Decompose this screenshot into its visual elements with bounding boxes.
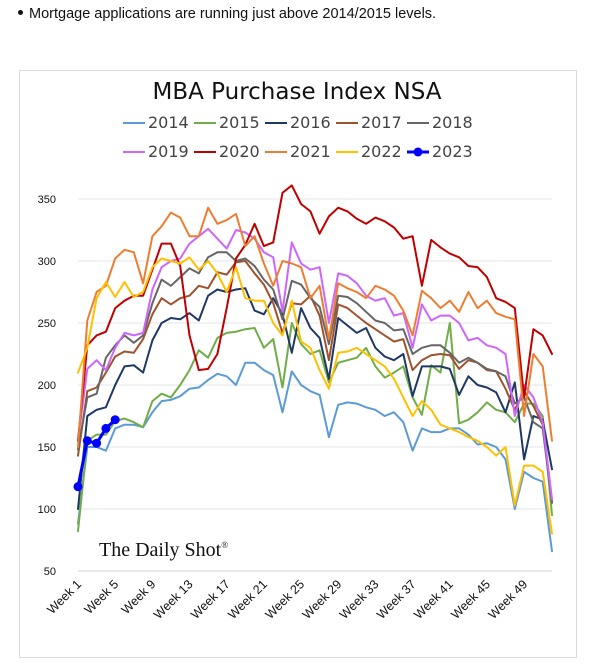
y-tick-label: 250 xyxy=(38,318,56,330)
x-tick-label: Week 13 xyxy=(151,577,196,622)
y-tick-label: 150 xyxy=(38,442,56,454)
legend-label-2015: 2015 xyxy=(219,113,260,132)
data-point-2023 xyxy=(101,423,111,433)
svg-text:The Daily Shot®: The Daily Shot® xyxy=(99,539,228,561)
legend-label-2016: 2016 xyxy=(290,113,331,132)
y-tick-label: 350 xyxy=(38,194,56,206)
note-text: Mortgage applications are running just a… xyxy=(29,6,437,22)
series-line-2019 xyxy=(77,227,553,501)
y-axis: 50 100 150 200 250 300 350 xyxy=(38,194,56,578)
legend: 2014 2015 2016 2017 2018 2019 2020 2021 2022 2023 xyxy=(123,113,473,161)
y-tick-label: 50 xyxy=(44,566,56,578)
x-tick-label: Week 17 xyxy=(188,577,233,622)
legend-label-2018: 2018 xyxy=(432,113,473,132)
legend-label-2014: 2014 xyxy=(148,113,189,132)
data-point-2023 xyxy=(110,415,120,425)
chart-frame: MBA Purchase Index NSA 2014 2015 2016 2017 2… xyxy=(19,70,577,658)
legend-label-2017: 2017 xyxy=(361,113,402,132)
legend-label-2019: 2019 xyxy=(148,142,189,161)
legend-label-2020: 2020 xyxy=(219,142,260,161)
y-tick-label: 200 xyxy=(38,380,56,392)
watermark: The Daily Shot® xyxy=(99,539,228,561)
series-line-2020 xyxy=(77,184,553,442)
watermark-text: The Daily Shot xyxy=(99,539,222,561)
x-tick-label: Week 41 xyxy=(411,577,456,622)
series-line-2014 xyxy=(77,361,553,553)
series-line-2021 xyxy=(77,206,553,448)
series-line-2016 xyxy=(77,287,553,510)
y-tick-label: 100 xyxy=(38,504,56,516)
x-tick-label: Week 1 xyxy=(44,577,84,617)
data-point-2023 xyxy=(73,482,83,492)
plot-area xyxy=(73,184,553,553)
x-tick-label: Week 37 xyxy=(374,577,419,622)
series-line-2018 xyxy=(77,251,553,504)
x-tick-label: Week 45 xyxy=(448,577,493,622)
x-tick-label: Week 5 xyxy=(82,577,122,617)
legend-label-2023: 2023 xyxy=(432,142,473,161)
x-tick-label: Week 49 xyxy=(486,577,531,622)
legend-marker-2023 xyxy=(413,147,423,157)
data-point-2023 xyxy=(82,436,92,446)
y-tick-label: 300 xyxy=(38,256,56,268)
x-tick-label: Week 29 xyxy=(300,577,345,622)
x-tick-label: Week 33 xyxy=(337,577,382,622)
chart-title: MBA Purchase Index NSA xyxy=(152,79,441,105)
bullet-dot xyxy=(18,9,23,15)
series-line-2017 xyxy=(77,260,553,504)
watermark-registered: ® xyxy=(221,540,228,550)
x-tick-label: Week 21 xyxy=(225,577,270,622)
x-tick-label: Week 25 xyxy=(263,577,308,622)
series-line-2015 xyxy=(77,322,553,533)
line-chart: MBA Purchase Index NSA 2014 2015 2016 2017 2… xyxy=(38,79,553,622)
series-line-2022 xyxy=(77,256,553,535)
legend-label-2022: 2022 xyxy=(361,142,402,161)
bullet-note: Mortgage applications are running just a… xyxy=(18,6,436,22)
data-point-2023 xyxy=(92,438,102,448)
legend-label-2021: 2021 xyxy=(290,142,331,161)
